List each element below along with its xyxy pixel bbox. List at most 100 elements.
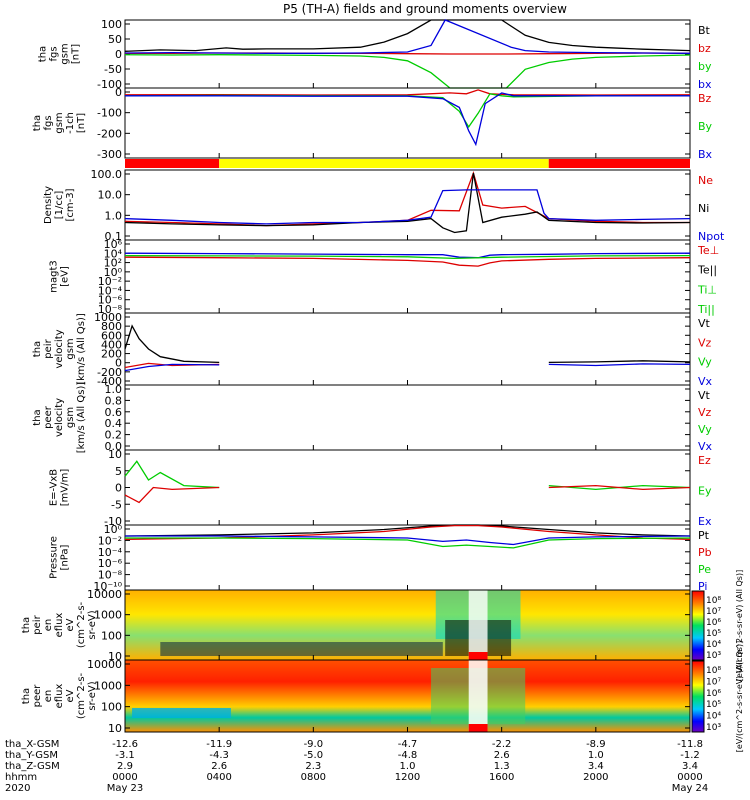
y-axis-label: sr-eV) (87, 610, 98, 639)
legend-entry: Ti|| (697, 303, 715, 316)
y-axis-label: gsm (60, 43, 71, 64)
series-line-ti (124, 254, 691, 260)
y-tick-label: 100 (101, 18, 122, 31)
electron-spectrogram-gap (468, 660, 488, 732)
x-axis-row-label: hhmm (5, 772, 37, 783)
legend-entry: Ni (698, 202, 709, 215)
y-axis-label: eflux (54, 684, 65, 709)
legend-entry: Npot (698, 230, 725, 243)
series-line-vt (124, 324, 220, 364)
panel-9: 10000 1000 100 10 tha peir en eflux eV (cm^2-s-sr… (21, 588, 691, 663)
y-axis-label: eflux (54, 613, 65, 638)
y-tick-label: 10⁰ (104, 266, 123, 279)
y-axis-label: peer (43, 405, 54, 429)
panel-frame (124, 239, 691, 314)
y-tick-label: 0.6 (105, 406, 123, 419)
legend-entry: Bx (698, 148, 713, 161)
y-axis-label: [nT] (76, 113, 87, 133)
y-axis-label: eV (65, 689, 76, 702)
x-axis-value: -8.9 (586, 739, 606, 750)
y-axis-label: tha (32, 115, 43, 131)
series-line-by (124, 54, 691, 89)
legend-entry: Bt (698, 24, 711, 37)
series-line-bz (124, 89, 691, 96)
y-tick-label: 1.0 (105, 209, 123, 222)
ion-spectrogram-low-red (468, 652, 488, 660)
x-axis-value: 0400 (206, 772, 231, 783)
x-axis-value: 3.4 (682, 761, 698, 772)
y-axis-label: Pressure (49, 536, 60, 579)
x-axis-value: -2.2 (492, 739, 512, 750)
colorbar-tick-label: 10³ (706, 651, 721, 661)
y-tick-label: 10⁻⁴ (98, 546, 123, 559)
electron-spectrogram (125, 660, 690, 732)
series-line-bt (124, 19, 691, 52)
colorbar-tick-label: 10⁷ (706, 607, 721, 617)
panel-frame (124, 384, 691, 451)
y-tick-label: 0.0 (105, 440, 123, 453)
colorbar-tick-label: 10⁵ (706, 629, 721, 639)
y-axis-label: E=-VxB (49, 469, 60, 506)
panel-1: 100 50 0 -50 -100 tha fgs gsm [nT] Bt bz by bx (38, 18, 712, 91)
x-axis-row-label: tha_Y-GSM (5, 750, 58, 761)
y-axis-label: magt3 (49, 260, 60, 293)
y-axis-label: eV (65, 618, 76, 631)
y-tick-label: 10⁻⁴ (98, 284, 123, 297)
x-axis-value: -9.0 (304, 739, 324, 750)
y-tick-label: 100 (101, 629, 122, 642)
y-axis-label: peir (43, 338, 54, 358)
series-line-pe (125, 537, 691, 549)
x-axis-value: May 24 (672, 783, 709, 794)
electron-spectrogram-low-band (132, 708, 231, 718)
x-axis-row-label: tha_Z-GSM (5, 761, 60, 772)
colorbar-tick-label: 10⁴ (706, 640, 721, 650)
y-tick-label: 0.4 (105, 417, 123, 430)
y-tick-label: 10⁴ (104, 247, 123, 260)
y-tick-label: 5 (115, 465, 122, 478)
colorbar (691, 660, 705, 733)
y-axis-label: tha (21, 617, 32, 633)
x-axis-value: 1200 (395, 772, 420, 783)
y-tick-label: 0 (115, 48, 122, 61)
series-line-by (124, 93, 690, 129)
legend-entry: Vt (698, 389, 711, 402)
y-tick-label: 1000 (94, 609, 122, 622)
series-line-ni (124, 172, 691, 234)
y-axis-label: gsm (65, 338, 76, 359)
legend-entry: by (698, 60, 712, 73)
y-tick-label: 0 (115, 86, 122, 99)
y-tick-label: 10⁻² (98, 534, 122, 547)
x-axis-value: 1.3 (494, 761, 510, 772)
y-axis-label: sr-eV) (87, 681, 98, 710)
y-axis-label: fgs (49, 46, 60, 61)
legend-entry: Ez (698, 454, 711, 467)
x-axis-value: -5.0 (304, 750, 324, 761)
y-tick-label: -200 (97, 366, 122, 379)
y-tick-label: 10⁻⁸ (98, 569, 123, 582)
y-axis-label: gsm (65, 407, 76, 428)
y-axis-label: tha (38, 46, 49, 62)
legend-entry: Vt (698, 317, 711, 330)
y-tick-label: -50 (104, 63, 122, 76)
y-tick-label: -300 (97, 148, 122, 161)
y-axis-label: peer (32, 684, 43, 708)
y-tick-label: 10.0 (98, 189, 123, 202)
y-tick-label: 10⁰ (104, 523, 123, 536)
y-axis-label: -1ch (65, 112, 76, 134)
x-axis-value: -11.8 (677, 739, 703, 750)
legend-entry: By (698, 120, 713, 133)
y-tick-label: 600 (101, 329, 122, 342)
y-tick-label: 10⁻⁶ (98, 557, 123, 570)
panel-frame (124, 312, 691, 386)
y-tick-label: -5 (111, 498, 122, 511)
y-tick-label: 1000 (94, 311, 122, 324)
colorbar-tick-label: 10⁸ (706, 596, 721, 606)
x-axis-value: 2.9 (117, 761, 133, 772)
x-axis-value: 0000 (112, 772, 137, 783)
mode-status-bar-segment (125, 159, 220, 168)
ion-spectrogram-gap (468, 590, 488, 660)
y-axis-label: [1/cc] (54, 191, 65, 220)
series-line-npot (124, 189, 691, 225)
colorbar-tick-label: 10³ (706, 723, 721, 733)
